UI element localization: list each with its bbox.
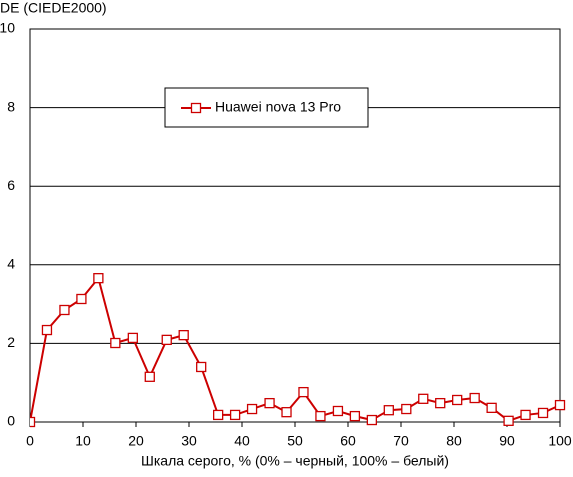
x-tick-label: 100: [548, 433, 572, 449]
marker: [144, 371, 155, 382]
x-tick-label: 0: [26, 433, 34, 449]
y-tick-label: 4: [7, 256, 15, 272]
marker: [41, 324, 53, 336]
x-tick-label: 20: [128, 433, 144, 449]
marker: [349, 410, 361, 422]
marker: [212, 409, 224, 421]
x-tick-label: 70: [393, 433, 409, 449]
x-tick-label: 30: [181, 433, 197, 449]
series-line: [30, 276, 561, 423]
marker: [110, 337, 121, 349]
marker: [537, 407, 549, 419]
marker: [178, 329, 189, 341]
y-tick-label: 10: [0, 20, 15, 36]
legend-label: Huawei nova 13 Pro: [215, 99, 341, 115]
x-tick-label: 60: [340, 433, 356, 449]
marker: [452, 394, 463, 406]
marker: [264, 397, 275, 409]
marker: [246, 403, 258, 415]
marker: [93, 273, 104, 284]
marker: [76, 293, 87, 305]
marker: [332, 405, 344, 417]
marker: [520, 409, 531, 421]
marker: [161, 334, 172, 346]
y-tick-label: 6: [7, 177, 15, 193]
marker: [554, 399, 566, 411]
marker: [229, 409, 241, 421]
marker: [366, 414, 378, 426]
marker: [486, 402, 497, 414]
x-axis-title: Шкала серого, % (0% – черный, 100% – бел…: [141, 453, 449, 469]
marker: [418, 393, 429, 404]
marker: [435, 397, 446, 409]
x-tick-label: 10: [75, 433, 91, 449]
marker: [401, 403, 412, 415]
marker: [127, 332, 138, 344]
y-tick-label: 0: [7, 413, 15, 429]
marker: [30, 416, 36, 428]
marker: [59, 304, 70, 316]
x-tick-label: 90: [499, 433, 515, 449]
plot-frame: [29, 28, 561, 423]
x-tick-label: 80: [446, 433, 462, 449]
y-axis-title: DE (CIEDE2000): [0, 0, 107, 16]
x-tick-label: 50: [287, 433, 303, 449]
marker: [383, 405, 394, 416]
marker: [281, 407, 292, 418]
marker: [469, 392, 480, 404]
marker: [196, 361, 207, 373]
x-tick-label: 40: [234, 433, 250, 449]
y-tick-label: 8: [7, 98, 15, 114]
legend-marker: [190, 102, 202, 114]
marker: [503, 415, 514, 426]
marker: [315, 410, 326, 422]
marker: [298, 386, 309, 398]
y-tick-label: 2: [7, 334, 15, 350]
